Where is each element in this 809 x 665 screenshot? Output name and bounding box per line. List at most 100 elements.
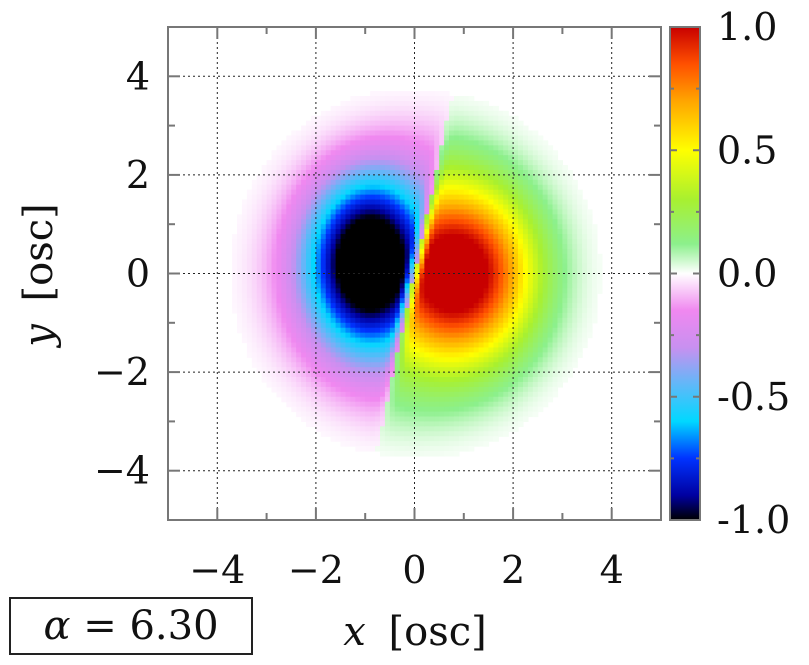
heatmap-cell (439, 234, 445, 240)
heatmap-cell (340, 337, 347, 344)
heatmap-cell (335, 263, 342, 270)
heatmap-cell (513, 332, 519, 339)
heatmap-cell (379, 229, 386, 235)
heatmap-cell (246, 337, 253, 344)
heatmap-cell (340, 120, 347, 127)
y-axis-unit: [osc] (16, 203, 62, 301)
heatmap-cell (473, 327, 480, 334)
heatmap-cell (424, 194, 430, 201)
heatmap-cell (449, 362, 455, 368)
heatmap-cell (513, 268, 519, 275)
heatmap-cell (552, 322, 559, 329)
heatmap-cell (449, 441, 455, 447)
heatmap-cell (503, 155, 509, 161)
heatmap-cell (365, 130, 371, 137)
heatmap-cell (360, 214, 366, 220)
heatmap-cell (414, 426, 421, 432)
heatmap-cell (394, 377, 401, 383)
heatmap-cell (577, 337, 583, 344)
heatmap-cell (478, 381, 485, 388)
heatmap-cell (409, 96, 416, 102)
heatmap-cell (468, 426, 475, 432)
heatmap-cell (498, 406, 504, 413)
heatmap-cell (587, 308, 593, 314)
heatmap-cell (498, 140, 504, 146)
heatmap-cell (325, 145, 332, 151)
heatmap-cell (458, 248, 465, 255)
heatmap-cell (345, 312, 352, 319)
heatmap-cell (276, 391, 282, 398)
heatmap-cell (345, 219, 352, 225)
heatmap-cell (552, 391, 559, 398)
heatmap-cell (429, 308, 435, 314)
heatmap-cell (389, 199, 396, 206)
heatmap-cell (473, 312, 480, 319)
heatmap-cell (291, 214, 297, 220)
heatmap-cell (261, 312, 268, 319)
heatmap-cell (434, 194, 440, 201)
heatmap-cell (587, 303, 593, 309)
heatmap-cell (246, 278, 253, 284)
heatmap-cell (384, 130, 391, 137)
heatmap-cell (503, 298, 509, 304)
heatmap-cell (478, 100, 485, 107)
heatmap-cell (542, 263, 549, 270)
heatmap-cell (315, 130, 322, 137)
heatmap-cell (296, 396, 302, 403)
heatmap-cell (306, 406, 312, 413)
heatmap-cell (340, 194, 347, 201)
heatmap-cell (335, 401, 342, 408)
heatmap-cell (463, 234, 470, 240)
heatmap-cell (414, 450, 421, 457)
heatmap-cell (355, 386, 361, 393)
heatmap-cell (527, 273, 534, 280)
heatmap-cell (286, 234, 292, 240)
heatmap-cell (478, 278, 485, 284)
heatmap-cell (266, 184, 273, 191)
heatmap-cell (256, 288, 263, 294)
heatmap-cell (345, 342, 352, 349)
heatmap-cell (498, 130, 504, 137)
heatmap-cell (360, 199, 366, 206)
heatmap-cell (463, 312, 470, 319)
heatmap-cell (444, 283, 450, 289)
heatmap-cell (518, 278, 524, 284)
heatmap-cell (444, 219, 450, 225)
heatmap-cell (384, 303, 391, 309)
heatmap-cell (522, 135, 529, 141)
heatmap-cell (572, 229, 578, 235)
heatmap-cell (498, 199, 504, 206)
heatmap-cell (458, 367, 465, 373)
heatmap-cell (335, 125, 342, 132)
heatmap-cell (365, 293, 371, 299)
heatmap-cell (360, 140, 366, 146)
heatmap-cell (370, 214, 376, 220)
heatmap-cell (508, 327, 514, 334)
heatmap-cell (449, 169, 455, 176)
heatmap-cell (301, 377, 307, 383)
heatmap-cell (350, 406, 356, 413)
heatmap-cell (389, 347, 396, 353)
heatmap-cell (409, 110, 416, 117)
heatmap-cell (384, 199, 391, 206)
heatmap-cell (434, 347, 440, 353)
heatmap-cell (370, 381, 376, 388)
heatmap-cell (414, 263, 421, 270)
heatmap-cell (399, 386, 406, 393)
heatmap-cell (527, 165, 534, 171)
heatmap-cell (291, 342, 297, 349)
heatmap-cell (424, 105, 430, 112)
heatmap-cell (389, 283, 396, 289)
heatmap-cell (453, 253, 460, 260)
heatmap-cell (557, 199, 563, 206)
heatmap-cell (246, 234, 253, 240)
heatmap-cell (370, 115, 376, 122)
heatmap-cell (582, 337, 588, 344)
heatmap-cell (404, 184, 411, 191)
heatmap-cell (458, 125, 465, 132)
heatmap-cell (572, 283, 578, 289)
heatmap-cell (577, 234, 583, 240)
heatmap-cell (498, 421, 504, 427)
heatmap-cell (360, 367, 366, 373)
heatmap-cell (291, 278, 297, 284)
